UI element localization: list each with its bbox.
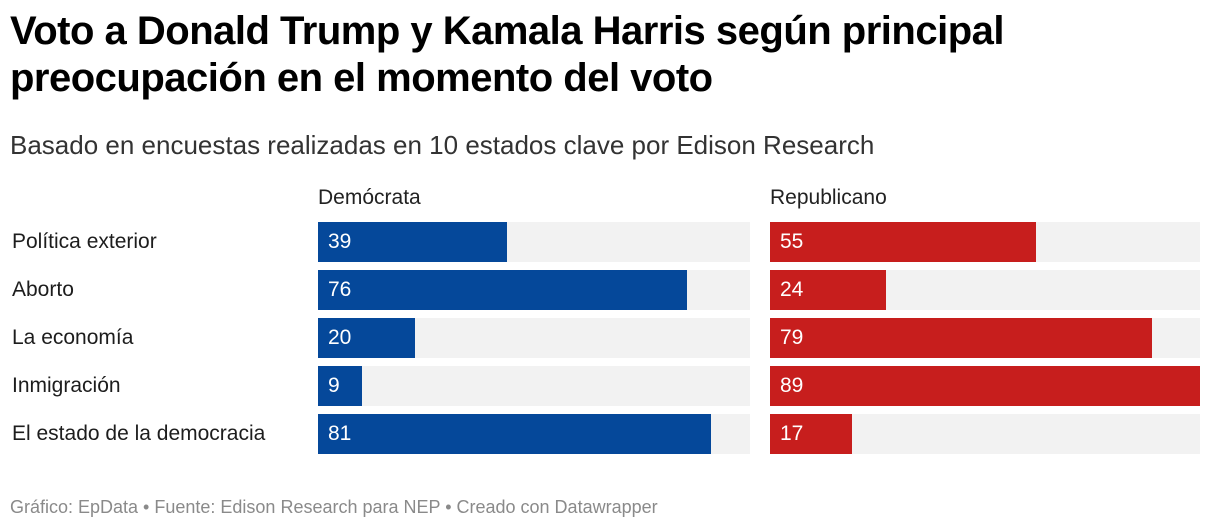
bar-value-label: 17 [780,422,804,445]
bar [770,270,886,310]
category-label: Aborto [12,278,74,301]
category-label: El estado de la democracia [12,422,266,445]
bar [318,366,362,406]
bar-value-label: 81 [328,422,352,445]
bar-value-label: 89 [780,374,804,397]
category-label: Política exterior [12,230,157,253]
bar [770,414,852,454]
chart-title: Voto a Donald Trump y Kamala Harris segú… [10,9,1005,100]
bar [318,222,507,262]
bar [318,318,415,358]
panel-header-republicano: Republicano [770,186,887,209]
bar-value-label: 39 [328,230,352,253]
bar [770,366,1200,406]
bar-value-label: 76 [328,278,352,301]
bar-track: 24 [770,270,1200,310]
bar-value-label: 20 [328,326,352,349]
bar [318,414,711,454]
bar-track: 9 [318,366,750,406]
bar-track: 79 [770,318,1200,358]
bar [770,318,1152,358]
bar-value-label: 9 [328,374,340,397]
panel-header-democrata: Demócrata [318,186,421,209]
chart-footer: Gráfico: EpData • Fuente: Edison Researc… [10,497,658,517]
bar-value-label: 55 [780,230,804,253]
chart-subtitle: Basado en encuestas realizadas en 10 est… [10,130,875,160]
category-label: Inmigración [12,374,121,397]
bar-track: 17 [770,414,1200,454]
bar-track: 89 [770,366,1200,406]
bar-value-label: 24 [780,278,804,301]
bar-track: 20 [318,318,750,358]
bar-value-label: 79 [780,326,804,349]
bar-track: 81 [318,414,750,454]
bar-track: 39 [318,222,750,262]
category-label: La economía [12,326,134,349]
bar-track: 76 [318,270,750,310]
bar-track: 55 [770,222,1200,262]
bar [318,270,687,310]
bar [770,222,1036,262]
